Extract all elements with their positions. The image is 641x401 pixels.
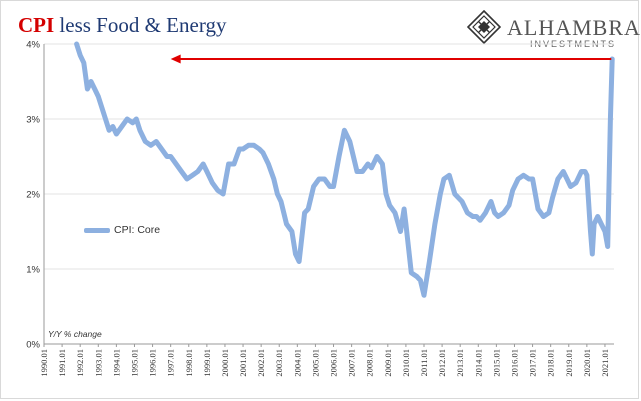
- x-tick-label: 2013.01: [455, 349, 465, 377]
- annotation-layer: [170, 54, 612, 64]
- x-tick-label: 2020.01: [582, 349, 592, 377]
- y-tick-label: 2%: [26, 190, 40, 201]
- x-tick-label: 2002.01: [256, 349, 266, 377]
- x-tick-label: 2008.01: [365, 349, 375, 377]
- chart-title: CPI less Food & Energy: [18, 13, 226, 38]
- x-tick-label: 2010.01: [401, 349, 411, 377]
- y-tick-label: 0%: [26, 340, 40, 351]
- x-tick-label: 1999.01: [202, 349, 212, 377]
- x-tick-label: 2019.01: [564, 349, 574, 377]
- x-tick-label: 2016.01: [509, 349, 519, 377]
- legend-swatch: [84, 227, 110, 233]
- x-tick-label: 1994.01: [111, 349, 121, 377]
- x-tick-label: 2017.01: [528, 349, 538, 377]
- series-layer: [74, 41, 615, 298]
- x-tick-label: 2000.01: [220, 349, 230, 377]
- x-tick-label: 2004.01: [292, 349, 302, 377]
- y-tick-label: 1%: [26, 265, 40, 276]
- legend-label: CPI: Core: [114, 224, 161, 236]
- x-tick-label: 2001.01: [238, 349, 248, 377]
- x-tick-label: 2018.01: [546, 349, 556, 377]
- y-tick-label: 4%: [26, 40, 40, 51]
- x-tick-label: 2011.01: [419, 349, 429, 376]
- x-tick-label: 1997.01: [166, 349, 176, 377]
- logo-brand: ALHAMBRA: [507, 15, 641, 40]
- x-tick-label: 1998.01: [184, 349, 194, 377]
- x-tick-labels: 1990.01 1991.01 1992.01 1993.01 1994.01 1995.…: [39, 349, 610, 377]
- annotation-arrow-head: [170, 54, 181, 64]
- x-tick-label: 2014.01: [473, 349, 483, 377]
- axes: [43, 44, 614, 347]
- x-tick-label: 1995.01: [129, 349, 139, 377]
- x-tick-label: 2003.01: [274, 349, 284, 377]
- y-tick-label: 3%: [26, 115, 40, 126]
- x-tick-label: 2007.01: [347, 349, 357, 377]
- diamond-logo-icon: [467, 10, 501, 44]
- chart-legend: CPI: Core: [84, 224, 160, 236]
- x-tick-label: 2009.01: [383, 349, 393, 377]
- x-tick-label: 1991.01: [57, 349, 67, 377]
- chart-title-rest: less Food & Energy: [54, 13, 227, 37]
- y-tick-labels: 0% 1% 2% 3% 4%: [26, 40, 40, 351]
- x-tick-label: 1996.01: [148, 349, 158, 377]
- x-tick-label: 2021.01: [600, 349, 610, 377]
- chart-title-highlight: CPI: [18, 13, 55, 37]
- grid-lines: [44, 43, 614, 270]
- x-tick-label: 1992.01: [75, 349, 85, 377]
- x-tick-label: 2005.01: [310, 349, 320, 377]
- series-line-cpi-core: [74, 41, 615, 298]
- y-axis-note: Y/Y % change: [48, 329, 102, 339]
- x-tick-label: 1990.01: [39, 349, 49, 377]
- x-tick-label: 2006.01: [329, 349, 339, 377]
- x-tick-label: 2012.01: [437, 349, 447, 377]
- x-tick-label: 1993.01: [93, 349, 103, 377]
- x-tick-label: 2015.01: [491, 349, 501, 377]
